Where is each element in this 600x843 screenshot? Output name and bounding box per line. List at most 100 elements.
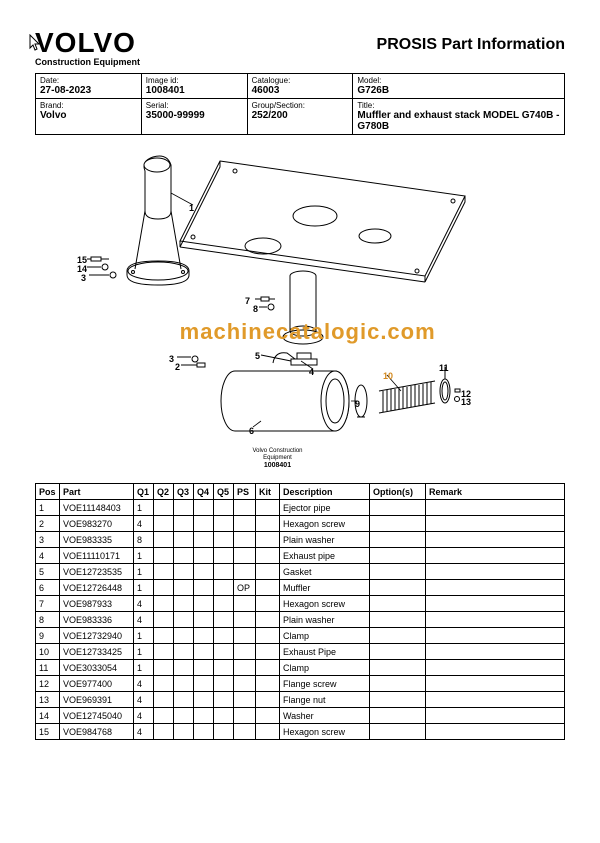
parts-header-cell: Part: [60, 484, 134, 500]
parts-cell-part: VOE3033054: [60, 660, 134, 676]
info-cell: Date:27-08-2023: [36, 74, 142, 99]
callout-number: 9: [355, 399, 360, 409]
parts-cell-q5: [214, 628, 234, 644]
parts-cell-ps: [234, 564, 256, 580]
parts-cell-q5: [214, 564, 234, 580]
parts-cell-q2: [154, 708, 174, 724]
parts-cell-part: VOE977400: [60, 676, 134, 692]
parts-cell-q5: [214, 676, 234, 692]
info-cell: Model:G726B: [353, 74, 565, 99]
parts-cell-part: VOE984768: [60, 724, 134, 740]
exploded-diagram: [35, 141, 565, 481]
callout-number: 4: [309, 367, 314, 377]
parts-cell-desc: Clamp: [280, 628, 370, 644]
diagram-image-id: 1008401: [252, 462, 302, 470]
parts-cell-part: VOE12733425: [60, 644, 134, 660]
parts-cell-rem: [426, 580, 565, 596]
parts-cell-q1: 1: [134, 580, 154, 596]
parts-cell-desc: Gasket: [280, 564, 370, 580]
parts-cell-q1: 1: [134, 628, 154, 644]
parts-cell-q2: [154, 724, 174, 740]
parts-cell-opt: [370, 676, 426, 692]
parts-cell-q5: [214, 708, 234, 724]
parts-cell-desc: Hexagon screw: [280, 724, 370, 740]
parts-cell-kit: [256, 692, 280, 708]
parts-cell-q4: [194, 644, 214, 660]
parts-cell-q5: [214, 596, 234, 612]
parts-header-cell: Remark: [426, 484, 565, 500]
parts-cell-q2: [154, 500, 174, 516]
header: VOLVO Construction Equipment PROSIS Part…: [35, 30, 565, 67]
table-row: 14VOE127450404Washer: [36, 708, 565, 724]
parts-cell-q3: [174, 548, 194, 564]
parts-cell-part: VOE983270: [60, 516, 134, 532]
info-cell: Group/Section:252/200: [247, 99, 353, 135]
parts-cell-q1: 4: [134, 612, 154, 628]
parts-cell-q5: [214, 612, 234, 628]
info-label: Group/Section:: [252, 101, 349, 110]
parts-cell-desc: Hexagon screw: [280, 516, 370, 532]
parts-cell-q3: [174, 580, 194, 596]
info-label: Serial:: [146, 101, 243, 110]
parts-cell-rem: [426, 628, 565, 644]
parts-cell-opt: [370, 500, 426, 516]
parts-cell-kit: [256, 516, 280, 532]
parts-cell-kit: [256, 660, 280, 676]
parts-cell-kit: [256, 596, 280, 612]
diagram-area: machinecatalogic.com 1151437832546910111…: [35, 141, 565, 481]
logo-text: VOLVO: [35, 27, 136, 58]
parts-cell-q2: [154, 564, 174, 580]
callout-number: 3: [169, 354, 174, 364]
parts-cell-desc: Plain washer: [280, 612, 370, 628]
parts-cell-kit: [256, 628, 280, 644]
table-row: 1VOE111484031Ejector pipe: [36, 500, 565, 516]
parts-cell-q5: [214, 644, 234, 660]
parts-cell-ps: [234, 692, 256, 708]
parts-cell-q5: [214, 548, 234, 564]
info-cell: Serial:35000-99999: [141, 99, 247, 135]
parts-cell-q5: [214, 580, 234, 596]
parts-cell-q5: [214, 500, 234, 516]
parts-cell-q1: 1: [134, 564, 154, 580]
parts-cell-ps: [234, 612, 256, 628]
parts-cell-rem: [426, 644, 565, 660]
parts-cell-part: VOE987933: [60, 596, 134, 612]
diagram-footer-line1: Volvo Construction: [252, 448, 302, 455]
parts-cell-ps: [234, 628, 256, 644]
logo-subtitle: Construction Equipment: [35, 57, 140, 67]
parts-cell-opt: [370, 580, 426, 596]
parts-cell-q2: [154, 580, 174, 596]
parts-cell-q4: [194, 708, 214, 724]
parts-cell-ps: OP: [234, 580, 256, 596]
parts-cell-rem: [426, 532, 565, 548]
parts-cell-q4: [194, 500, 214, 516]
table-row: 7VOE9879334Hexagon screw: [36, 596, 565, 612]
parts-cell-q1: 4: [134, 676, 154, 692]
info-cell: Image id:1008401: [141, 74, 247, 99]
parts-cell-q3: [174, 612, 194, 628]
logo-block: VOLVO Construction Equipment: [35, 30, 140, 67]
parts-cell-q2: [154, 692, 174, 708]
parts-cell-q4: [194, 548, 214, 564]
parts-header-cell: PS: [234, 484, 256, 500]
parts-cell-ps: [234, 644, 256, 660]
parts-cell-q4: [194, 564, 214, 580]
callout-number: 5: [255, 351, 260, 361]
parts-cell-q1: 4: [134, 724, 154, 740]
parts-cell-part: VOE983335: [60, 532, 134, 548]
parts-cell-part: VOE11110171: [60, 548, 134, 564]
parts-cell-pos: 5: [36, 564, 60, 580]
info-label: Brand:: [40, 101, 137, 110]
page-title: PROSIS Part Information: [377, 36, 565, 54]
info-row: Brand:VolvoSerial:35000-99999Group/Secti…: [36, 99, 565, 135]
parts-cell-q3: [174, 532, 194, 548]
parts-header-cell: Q4: [194, 484, 214, 500]
parts-cell-desc: Exhaust pipe: [280, 548, 370, 564]
parts-cell-kit: [256, 612, 280, 628]
watermark: machinecatalogic.com: [180, 319, 436, 345]
info-value: Volvo: [40, 110, 137, 121]
parts-cell-q1: 1: [134, 500, 154, 516]
parts-cell-part: VOE12745040: [60, 708, 134, 724]
parts-header-cell: Q1: [134, 484, 154, 500]
parts-cell-q4: [194, 676, 214, 692]
